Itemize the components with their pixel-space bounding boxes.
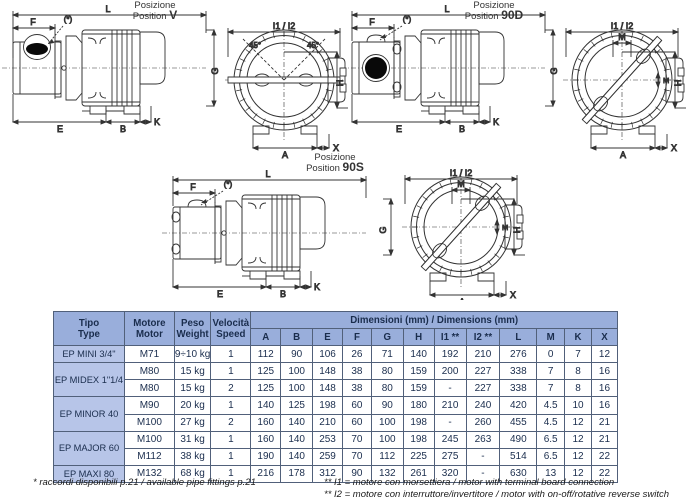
svg-text:I1 / I2: I1 / I2 <box>450 168 473 178</box>
svg-text:M: M <box>457 179 465 189</box>
svg-text:E: E <box>217 289 223 299</box>
svg-text:M: M <box>663 76 669 85</box>
svg-text:A: A <box>459 297 465 300</box>
svg-text:K: K <box>314 282 320 292</box>
svg-text:(*): (*) <box>403 15 412 24</box>
svg-text:B: B <box>459 124 465 134</box>
svg-text:F: F <box>30 17 36 27</box>
svg-text:A: A <box>620 150 626 160</box>
svg-text:K: K <box>154 117 160 127</box>
svg-text:B: B <box>280 289 286 299</box>
svg-text:H: H <box>512 227 522 234</box>
svg-text:I1 / I2: I1 / I2 <box>611 21 634 31</box>
svg-text:B: B <box>120 124 126 134</box>
svg-text:Position V: Position V <box>133 8 177 22</box>
svg-text:Position 90D: Position 90D <box>465 8 524 22</box>
svg-text:I1 / I2: I1 / I2 <box>273 21 296 31</box>
svg-text:E: E <box>396 124 402 134</box>
svg-text:Position 90S: Position 90S <box>306 160 364 174</box>
svg-text:A: A <box>282 150 288 160</box>
svg-text:E: E <box>57 124 63 134</box>
svg-text:M: M <box>618 32 626 42</box>
svg-text:H: H <box>673 80 683 87</box>
svg-text:G: G <box>378 226 388 233</box>
svg-text:L: L <box>444 4 449 14</box>
svg-text:(*): (*) <box>64 15 73 24</box>
svg-text:M: M <box>502 223 508 232</box>
svg-text:(*): (*) <box>224 180 233 189</box>
svg-text:H: H <box>335 80 345 87</box>
svg-text:45°: 45° <box>249 41 261 50</box>
svg-text:L: L <box>105 4 110 14</box>
svg-text:G: G <box>549 67 559 74</box>
svg-text:F: F <box>369 17 375 27</box>
svg-text:K: K <box>493 117 499 127</box>
svg-text:G: G <box>210 67 220 74</box>
svg-text:X: X <box>671 143 677 153</box>
svg-text:X: X <box>510 290 516 300</box>
svg-text:F: F <box>190 182 196 192</box>
svg-text:45°: 45° <box>307 41 319 50</box>
svg-text:L: L <box>265 169 270 179</box>
